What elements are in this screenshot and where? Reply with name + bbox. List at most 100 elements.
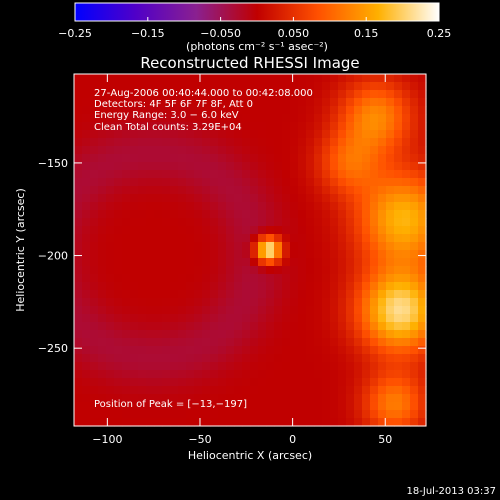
heatmap-cell bbox=[306, 330, 315, 339]
heatmap-cell bbox=[74, 282, 83, 291]
heatmap-cell bbox=[226, 114, 235, 123]
heatmap-cell bbox=[194, 314, 203, 323]
heatmap-cell bbox=[314, 130, 323, 139]
heatmap-cell bbox=[138, 402, 147, 411]
heatmap-cell bbox=[194, 194, 203, 203]
heatmap-cell bbox=[242, 170, 251, 179]
heatmap-cell bbox=[226, 258, 235, 267]
heatmap-cell bbox=[274, 106, 283, 115]
heatmap-cell bbox=[178, 362, 187, 371]
heatmap-cell bbox=[386, 362, 395, 371]
heatmap-cell bbox=[74, 418, 83, 427]
heatmap-cell bbox=[74, 98, 83, 107]
heatmap-cell bbox=[250, 314, 259, 323]
heatmap-cell bbox=[234, 146, 243, 155]
heatmap-cell bbox=[274, 178, 283, 187]
heatmap-cell bbox=[378, 378, 387, 387]
heatmap-cell bbox=[314, 386, 323, 395]
heatmap-cell bbox=[322, 90, 331, 99]
heatmap-cell bbox=[194, 290, 203, 299]
heatmap-cell bbox=[106, 210, 115, 219]
heatmap-cell bbox=[106, 250, 115, 259]
heatmap-cell bbox=[258, 314, 267, 323]
heatmap-cell bbox=[130, 250, 139, 259]
heatmap-cell bbox=[122, 202, 131, 211]
heatmap-cell bbox=[122, 234, 131, 243]
heatmap-cell bbox=[90, 210, 99, 219]
heatmap-cell bbox=[122, 146, 131, 155]
heatmap-cell bbox=[138, 226, 147, 235]
heatmap-cell bbox=[106, 306, 115, 315]
heatmap-cell bbox=[98, 418, 107, 427]
heatmap-cell bbox=[146, 330, 155, 339]
heatmap-cell bbox=[194, 186, 203, 195]
heatmap-cell bbox=[306, 266, 315, 275]
heatmap-cell bbox=[322, 186, 331, 195]
heatmap-cell bbox=[218, 106, 227, 115]
heatmap-cell bbox=[354, 258, 363, 267]
heatmap-cell bbox=[178, 130, 187, 139]
heatmap-cell bbox=[274, 210, 283, 219]
heatmap-cell bbox=[234, 362, 243, 371]
heatmap-cell bbox=[122, 274, 131, 283]
heatmap-cell bbox=[138, 266, 147, 275]
heatmap-cell bbox=[274, 242, 283, 251]
heatmap-cell bbox=[130, 114, 139, 123]
heatmap-cell bbox=[418, 338, 427, 347]
heatmap-cell bbox=[98, 186, 107, 195]
heatmap-cell bbox=[298, 338, 307, 347]
heatmap-cell bbox=[194, 378, 203, 387]
heatmap-cell bbox=[258, 146, 267, 155]
heatmap-cell bbox=[330, 322, 339, 331]
colorbar-gradient bbox=[74, 2, 440, 22]
heatmap-cell bbox=[178, 106, 187, 115]
heatmap-cell bbox=[314, 410, 323, 419]
heatmap-cell bbox=[82, 106, 91, 115]
heatmap-cell bbox=[178, 242, 187, 251]
heatmap-cell bbox=[394, 266, 403, 275]
heatmap-cell bbox=[122, 170, 131, 179]
heatmap-cell bbox=[250, 258, 259, 267]
heatmap-cell bbox=[114, 410, 123, 419]
heatmap-cell bbox=[274, 306, 283, 315]
heatmap-cell bbox=[106, 162, 115, 171]
heatmap-cell bbox=[114, 354, 123, 363]
heatmap-cell bbox=[90, 386, 99, 395]
heatmap-cell bbox=[130, 146, 139, 155]
heatmap-cell bbox=[378, 386, 387, 395]
heatmap-cell bbox=[322, 250, 331, 259]
heatmap-cell bbox=[154, 82, 163, 91]
heatmap-cell bbox=[162, 282, 171, 291]
heatmap-cell bbox=[114, 250, 123, 259]
heatmap-cell bbox=[170, 250, 179, 259]
heatmap-cell bbox=[146, 338, 155, 347]
heatmap-cell bbox=[386, 306, 395, 315]
heatmap-cell bbox=[354, 90, 363, 99]
heatmap-cell bbox=[314, 370, 323, 379]
heatmap-cell bbox=[282, 186, 291, 195]
heatmap-cell bbox=[330, 186, 339, 195]
heatmap-cell bbox=[122, 218, 131, 227]
heatmap-cell bbox=[362, 362, 371, 371]
x-tick-label: −100 bbox=[92, 433, 122, 446]
heatmap-cell bbox=[250, 146, 259, 155]
heatmap-cell bbox=[186, 90, 195, 99]
heatmap-cell bbox=[410, 170, 419, 179]
heatmap-cell bbox=[186, 178, 195, 187]
heatmap-cell bbox=[178, 314, 187, 323]
heatmap-cell bbox=[194, 170, 203, 179]
heatmap-cell bbox=[106, 386, 115, 395]
heatmap-cell bbox=[354, 242, 363, 251]
heatmap-cell bbox=[106, 394, 115, 403]
heatmap-cell bbox=[82, 90, 91, 99]
heatmap-cell bbox=[290, 338, 299, 347]
heatmap-cell bbox=[82, 98, 91, 107]
heatmap-cell bbox=[290, 226, 299, 235]
heatmap-cell bbox=[130, 130, 139, 139]
heatmap-cell bbox=[194, 130, 203, 139]
heatmap-cell bbox=[314, 282, 323, 291]
heatmap-cell bbox=[202, 250, 211, 259]
heatmap-cell bbox=[186, 114, 195, 123]
heatmap-cell bbox=[386, 402, 395, 411]
heatmap-cell bbox=[98, 314, 107, 323]
